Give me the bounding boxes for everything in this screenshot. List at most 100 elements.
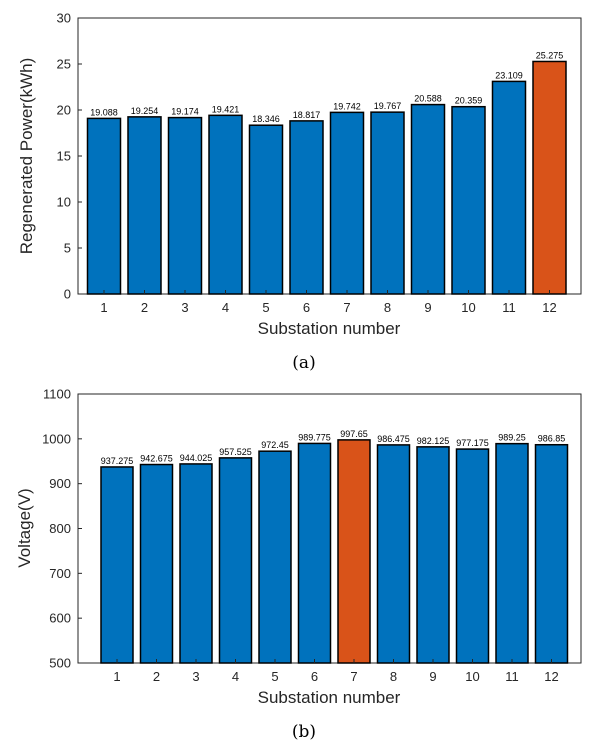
y-tick-label: 0 [64,287,71,302]
bar-11 [491,80,527,295]
bar-4 [218,457,253,664]
data-label-1: 19.088 [90,107,118,117]
data-label-4: 957.525 [219,447,252,457]
x-tick-label: 12 [542,300,556,315]
x-axis-title: Substation number [258,688,401,707]
bar-8 [370,111,405,295]
x-axis-title: Substation number [258,319,401,338]
data-label-3: 19.174 [171,107,199,117]
y-tick-label: 30 [57,11,71,26]
x-tick-label: 4 [222,300,229,315]
chart-caption: (a) [292,353,315,373]
bar-11 [495,442,529,664]
x-tick-label: 11 [502,300,516,315]
bar-10 [451,105,486,295]
chart-a: 19.088 19.254 19.174 19.421 18.346 18.817 19.7… [17,11,582,373]
data-label-7: 997.65 [340,429,368,439]
bar-9 [416,446,450,664]
bar-10 [455,448,490,664]
x-tick-label: 3 [192,669,199,684]
data-label-3: 944.025 [180,453,213,463]
y-tick-label: 600 [49,611,71,626]
data-label-2: 942.675 [140,454,173,464]
x-tick-label: 1 [113,669,120,684]
y-tick-label: 20 [57,103,71,118]
data-label-12: 25.275 [536,50,564,60]
bar-8 [376,444,411,664]
value-label-group: 937.275 942.675 944.025 957.525 972.45 989.77… [101,429,566,466]
bar-group [86,60,567,295]
data-label-9: 20.588 [414,94,442,104]
data-label-5: 18.346 [252,114,280,124]
bar-9 [410,103,446,295]
data-label-8: 986.475 [377,434,410,444]
bar-1 [86,117,122,295]
x-tick-label: 2 [141,300,148,315]
data-label-8: 19.767 [374,101,402,111]
data-label-11: 989.25 [498,433,526,443]
bar-2 [139,463,174,664]
bar-12 [532,60,567,295]
chart-caption: (b) [292,722,316,742]
data-label-9: 982.125 [417,436,450,446]
bar-1 [100,466,134,664]
x-tick-label: 6 [303,300,310,315]
data-label-5: 972.45 [261,440,289,450]
data-label-12: 986.85 [538,434,566,444]
y-tick-label: 10 [57,195,71,210]
bar-5 [248,124,284,295]
bar-12 [534,443,569,664]
x-tick-label: 3 [181,300,188,315]
x-tick-label: 9 [429,669,436,684]
data-label-7: 19.742 [333,101,361,111]
y-tick-label: 25 [57,57,71,72]
x-tick-label: 4 [232,669,239,684]
x-tick-label: 2 [153,669,160,684]
x-tick-label: 10 [461,300,475,315]
x-tick-label: 8 [384,300,391,315]
y-tick-label: 5 [64,241,71,256]
y-tick-label: 1100 [43,387,71,402]
bar-7 [337,439,371,664]
y-tick-label: 15 [57,149,71,164]
x-tick-label: 10 [465,669,479,684]
x-tick-label: 1 [100,300,107,315]
bar-6 [289,120,324,295]
x-tick-label: 5 [262,300,269,315]
data-label-11: 23.109 [495,70,523,80]
bar-3 [179,463,213,664]
data-label-2: 19.254 [131,106,159,116]
value-label-group: 19.088 19.254 19.174 19.421 18.346 18.817 19.7… [90,50,563,124]
data-label-4: 19.421 [212,104,240,114]
x-axis: 1 2 3 4 5 6 7 8 9 10 11 12 [100,290,557,315]
y-tick-label: 900 [49,476,71,491]
x-tick-label: 7 [350,669,357,684]
data-label-10: 977.175 [456,438,489,448]
x-tick-label: 5 [271,669,278,684]
y-tick-label: 1000 [42,431,71,446]
y-axis-title: Regenerated Power(kWh) [17,58,36,255]
bar-7 [329,111,365,295]
y-axis-title: Voltage(V) [15,488,34,567]
x-tick-label: 12 [544,669,558,684]
data-label-6: 18.817 [293,110,321,120]
chart-b: 937.275 942.675 944.025 957.525 972.45 989.77… [15,387,582,742]
y-axis: 0 5 10 15 20 25 30 [57,11,82,302]
data-label-6: 989.775 [298,432,331,442]
data-label-1: 937.275 [101,456,134,466]
bar-6 [297,442,332,664]
y-tick-label: 500 [49,656,71,671]
y-axis: 500 600 700 800 900 1000 1100 [42,387,82,671]
x-tick-label: 6 [311,669,318,684]
data-label-10: 20.359 [455,96,483,106]
bar-5 [258,450,292,664]
bar-group [100,439,569,664]
x-axis: 1 2 3 4 5 6 7 8 9 10 11 12 [113,659,559,684]
bar-3 [167,116,203,295]
x-tick-label: 7 [343,300,350,315]
bar-4 [208,114,243,295]
x-tick-label: 9 [424,300,431,315]
x-tick-label: 11 [505,669,519,684]
y-tick-label: 800 [49,521,71,536]
